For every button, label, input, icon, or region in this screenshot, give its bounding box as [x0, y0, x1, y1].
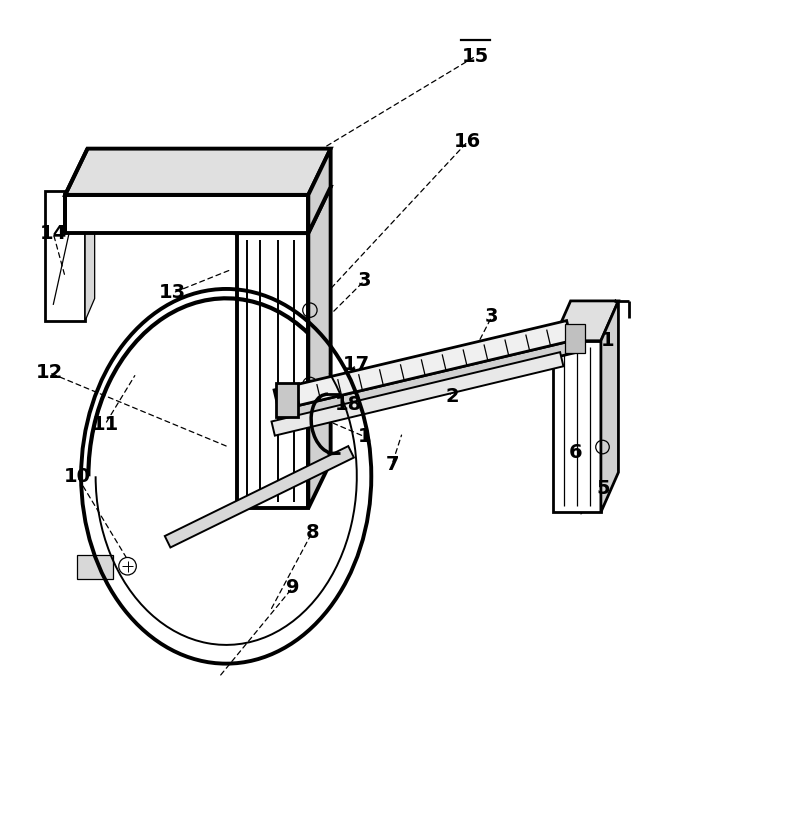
Polygon shape	[271, 352, 563, 436]
Polygon shape	[279, 341, 574, 422]
Polygon shape	[237, 187, 330, 233]
Text: 3: 3	[485, 307, 498, 327]
Text: 5: 5	[597, 479, 610, 498]
Polygon shape	[77, 556, 113, 579]
Polygon shape	[274, 321, 571, 410]
Circle shape	[118, 557, 136, 575]
Text: 1: 1	[358, 427, 371, 446]
Text: 9: 9	[286, 578, 299, 597]
Text: 2: 2	[445, 387, 458, 406]
Text: 16: 16	[454, 132, 482, 151]
Polygon shape	[237, 233, 308, 508]
Polygon shape	[65, 148, 330, 195]
Polygon shape	[165, 446, 354, 547]
Polygon shape	[85, 168, 94, 321]
Text: 17: 17	[342, 355, 370, 374]
Text: 1: 1	[601, 332, 614, 350]
Polygon shape	[601, 301, 618, 512]
Text: 12: 12	[35, 363, 63, 382]
Text: 14: 14	[39, 223, 67, 242]
Polygon shape	[553, 341, 601, 512]
Text: 11: 11	[91, 415, 118, 434]
Polygon shape	[565, 324, 585, 352]
Text: 7: 7	[386, 455, 398, 474]
Text: 8: 8	[306, 522, 319, 541]
Text: 10: 10	[64, 466, 90, 486]
Polygon shape	[276, 383, 298, 416]
Polygon shape	[65, 195, 308, 233]
Text: 3: 3	[358, 272, 371, 291]
Text: 13: 13	[159, 283, 186, 302]
Polygon shape	[553, 301, 618, 341]
Text: 15: 15	[462, 47, 490, 66]
Polygon shape	[308, 148, 330, 233]
Polygon shape	[308, 187, 330, 508]
Text: 6: 6	[569, 443, 582, 461]
Text: 18: 18	[334, 395, 362, 414]
Polygon shape	[46, 191, 85, 321]
